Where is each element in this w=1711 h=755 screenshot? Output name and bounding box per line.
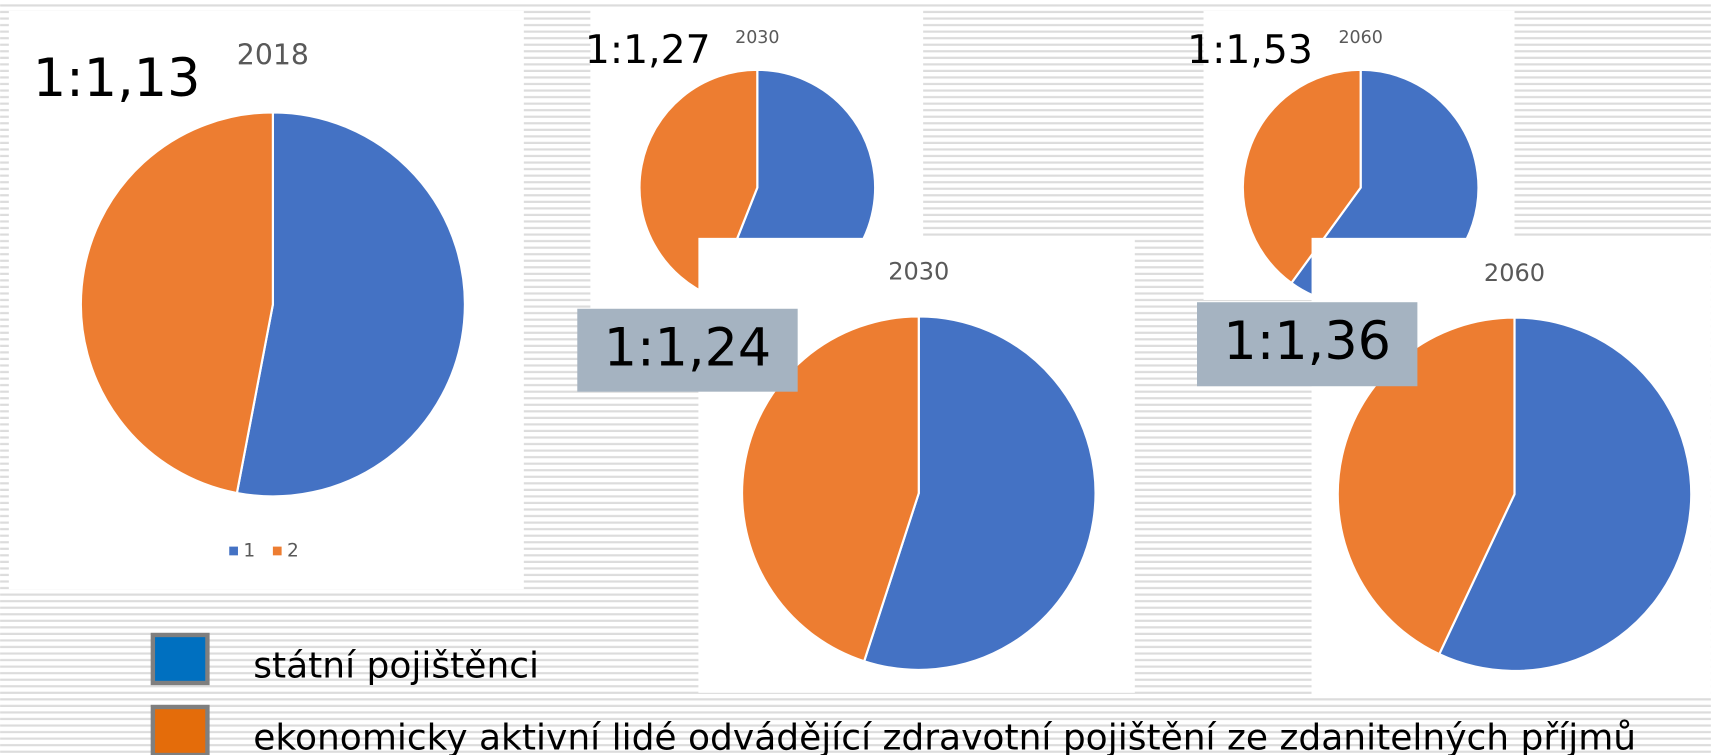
annotation-box <box>1196 302 1418 387</box>
annotation-box <box>577 308 798 392</box>
chart-title: 2030 <box>735 28 779 48</box>
pie-slice <box>1241 68 1362 285</box>
legend-label: 1 <box>243 540 255 561</box>
pie-slice <box>235 111 466 498</box>
legend-swatch <box>229 546 238 556</box>
annotation: 1:1,13 <box>33 48 201 109</box>
chart-title: 2060 <box>1484 259 1545 287</box>
chart-title: 2018 <box>237 39 309 72</box>
pie-slice <box>1336 316 1516 656</box>
pie-slice <box>862 315 1097 671</box>
legend-swatch <box>150 704 210 755</box>
annotation: 1:1,27 <box>585 28 711 73</box>
legend-swatch <box>150 632 210 686</box>
pie-slice <box>1437 316 1693 673</box>
legend-label: ekonomicky aktivní lidé odvádějící zdrav… <box>253 718 1636 755</box>
pie-slice <box>741 315 920 663</box>
annotation: 1:1,24 <box>604 317 772 378</box>
chart-title: 2060 <box>1338 28 1382 48</box>
annotation: 1:1,53 <box>1187 28 1313 73</box>
chart-title: 2030 <box>888 258 949 286</box>
legend-swatch <box>272 546 282 556</box>
legend-label: 2 <box>287 540 299 561</box>
legend-label: státní pojištěnci <box>253 646 539 687</box>
pie-slice <box>79 111 274 495</box>
annotation: 1:1,36 <box>1223 311 1391 372</box>
